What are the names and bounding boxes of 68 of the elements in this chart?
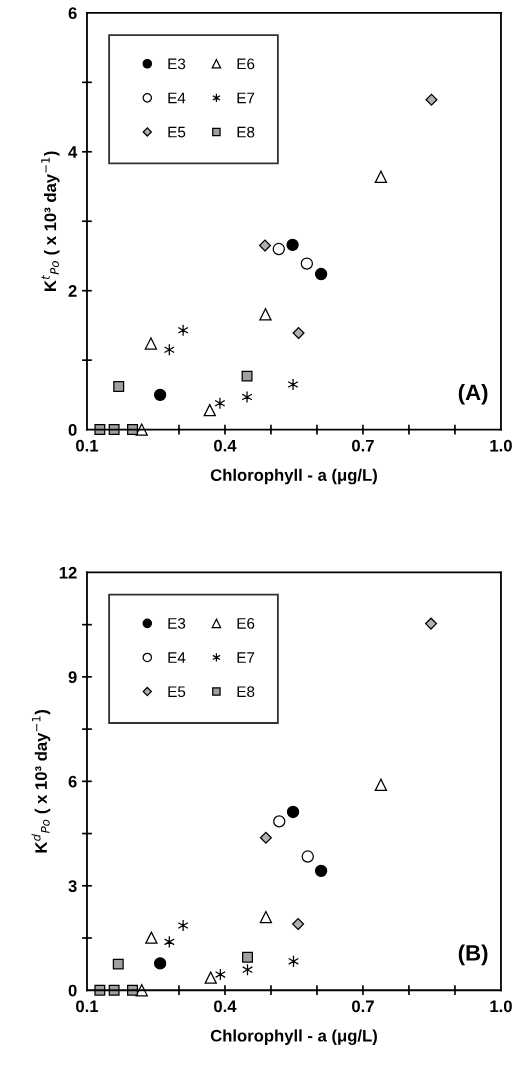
- point: [258, 239, 272, 252]
- x-tick-label: 0.4: [214, 439, 237, 452]
- legend-label: E6: [237, 58, 255, 70]
- x-axis-title: Chlorophyll - a (μg/L): [210, 468, 377, 485]
- annotation: (B): [458, 944, 488, 966]
- legend-label: E3: [168, 618, 186, 629]
- point: [314, 864, 328, 877]
- y-tick-label: 6: [68, 7, 77, 20]
- point: [203, 403, 216, 417]
- point: [425, 617, 438, 630]
- legend-label: E3: [168, 58, 186, 70]
- point: [144, 337, 158, 350]
- y-tick-label: 0: [68, 424, 77, 436]
- point: [287, 378, 299, 391]
- x-tick-label: 0.4: [214, 1000, 237, 1013]
- legend-label: E4: [168, 92, 186, 104]
- point: [273, 815, 286, 828]
- point: [177, 919, 189, 932]
- point: [300, 257, 314, 270]
- legend-label: E7: [237, 92, 255, 104]
- x-tick-label: 1.0: [490, 439, 512, 452]
- x-tick-label: 0.7: [352, 1000, 374, 1013]
- y-tick-label: 9: [68, 671, 77, 684]
- point: [292, 918, 305, 931]
- x-tick-label: 0.1: [76, 439, 99, 452]
- point: [259, 308, 272, 321]
- y-tick-label: 2: [68, 285, 77, 297]
- point: [292, 327, 305, 340]
- point: [214, 397, 226, 410]
- point: [241, 370, 253, 382]
- legend-label: E4: [168, 652, 186, 663]
- legend-label: E5: [168, 126, 186, 138]
- x-axis-title: Chlorophyll - a (μg/L): [210, 1029, 377, 1045]
- point: [113, 381, 125, 393]
- point: [286, 805, 300, 819]
- point: [301, 850, 314, 863]
- point: [314, 267, 328, 281]
- point: [286, 238, 299, 252]
- point: [425, 93, 438, 106]
- point: [242, 951, 253, 963]
- y-axis-title: K$^{t}$$_{Po}$ ( x 10³ day$^{−1}$): [41, 151, 60, 291]
- point: [177, 324, 189, 337]
- point: [153, 388, 167, 402]
- y-tick-label: 4: [68, 146, 78, 158]
- legend-label: E5: [168, 686, 186, 698]
- x-tick-label: 1.0: [490, 1000, 512, 1013]
- y-tick-label: 6: [68, 775, 77, 788]
- point: [259, 831, 272, 844]
- point: [272, 242, 285, 256]
- point: [241, 390, 253, 404]
- y-tick-label: 3: [68, 880, 77, 893]
- point: [259, 910, 273, 924]
- legend-label: E7: [237, 652, 255, 663]
- point: [112, 958, 124, 970]
- point: [204, 971, 217, 984]
- annotation: (A): [458, 383, 488, 405]
- y-axis-title: K$^{d}$$_{Po}$ ( x 10³ day$^{−1}$): [31, 710, 51, 853]
- legend-label: E8: [237, 686, 255, 698]
- point: [145, 931, 158, 944]
- point: [153, 957, 167, 970]
- legend-label: E8: [237, 126, 255, 138]
- x-tick-label: 0.7: [352, 439, 374, 452]
- y-tick-label: 12: [59, 566, 77, 579]
- legend-label: E6: [237, 618, 255, 629]
- x-tick-label: 0.1: [76, 1000, 99, 1013]
- point: [374, 778, 388, 791]
- y-tick-label: 0: [68, 984, 77, 997]
- point: [374, 170, 388, 183]
